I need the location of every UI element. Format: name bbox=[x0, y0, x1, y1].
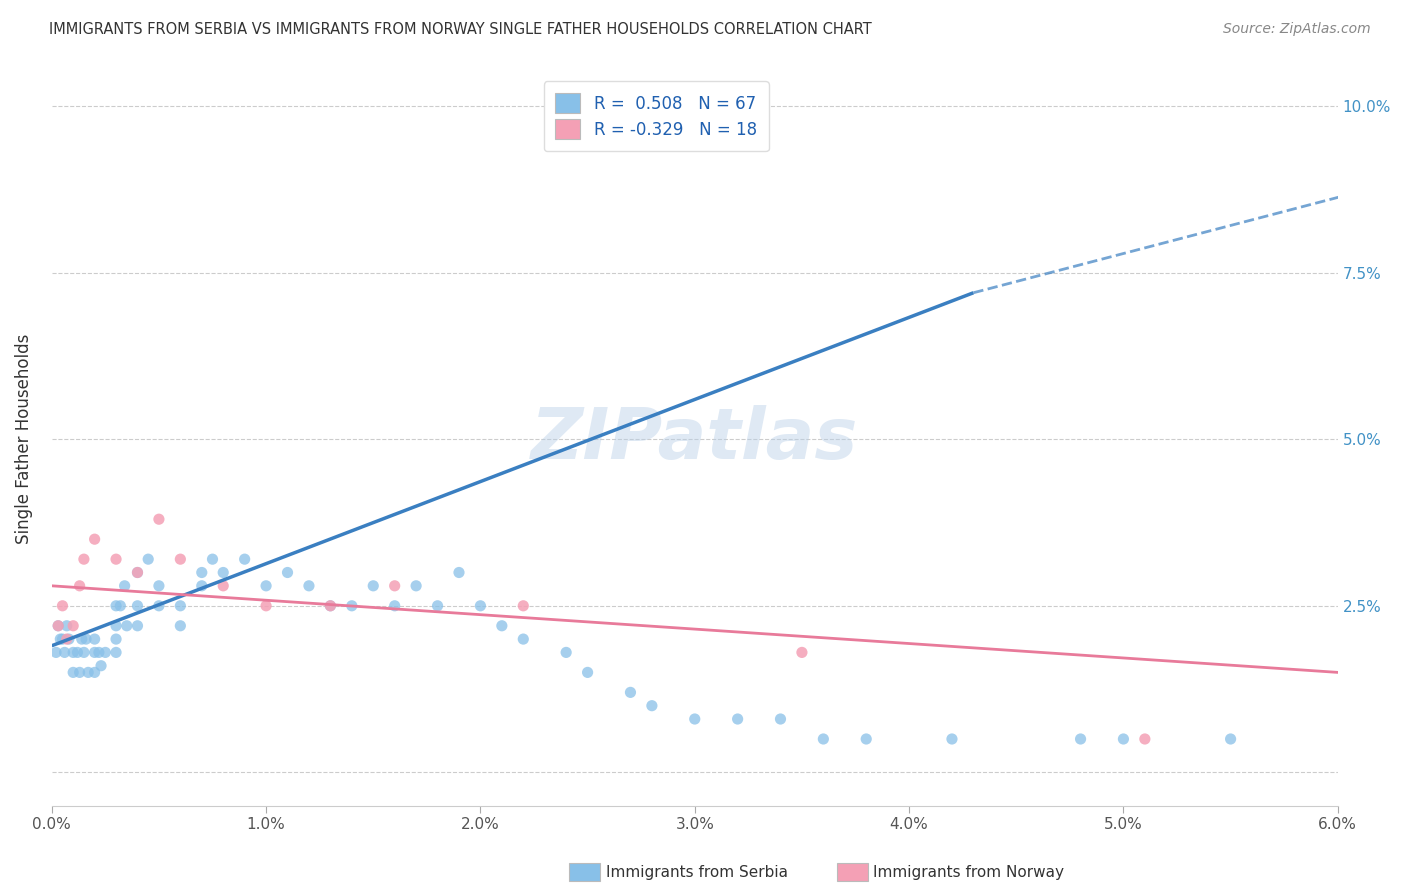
Point bbox=[384, 599, 406, 613]
Point bbox=[58, 632, 80, 646]
Text: ZIPatlas: ZIPatlas bbox=[531, 405, 859, 474]
Text: Source: ZipAtlas.com: Source: ZipAtlas.com bbox=[1223, 22, 1371, 37]
Point bbox=[426, 599, 449, 613]
Point bbox=[941, 731, 963, 746]
Point bbox=[127, 619, 149, 633]
Point bbox=[94, 645, 117, 659]
Point bbox=[127, 599, 149, 613]
Point bbox=[855, 731, 877, 746]
Point bbox=[51, 599, 73, 613]
Point bbox=[83, 645, 105, 659]
Point bbox=[49, 632, 72, 646]
Point bbox=[55, 619, 77, 633]
Y-axis label: Single Father Households: Single Father Households bbox=[15, 334, 32, 544]
Point bbox=[641, 698, 664, 713]
Point bbox=[69, 579, 91, 593]
Text: IMMIGRANTS FROM SERBIA VS IMMIGRANTS FROM NORWAY SINGLE FATHER HOUSEHOLDS CORREL: IMMIGRANTS FROM SERBIA VS IMMIGRANTS FRO… bbox=[49, 22, 872, 37]
Point bbox=[115, 619, 138, 633]
Point bbox=[83, 632, 105, 646]
Point bbox=[46, 619, 69, 633]
Point bbox=[276, 566, 298, 580]
Point bbox=[191, 579, 214, 593]
Point bbox=[405, 579, 427, 593]
Point bbox=[769, 712, 792, 726]
Point bbox=[683, 712, 706, 726]
Point bbox=[127, 566, 149, 580]
Point bbox=[512, 599, 534, 613]
Point bbox=[169, 552, 191, 566]
Point bbox=[62, 619, 84, 633]
Point bbox=[319, 599, 342, 613]
Point bbox=[45, 645, 67, 659]
Point bbox=[70, 632, 93, 646]
Point bbox=[470, 599, 492, 613]
Point bbox=[619, 685, 641, 699]
Point bbox=[169, 619, 191, 633]
Point bbox=[254, 599, 277, 613]
Point bbox=[191, 566, 214, 580]
Point bbox=[555, 645, 578, 659]
Point bbox=[77, 665, 100, 680]
Point bbox=[83, 532, 105, 546]
Point bbox=[576, 665, 599, 680]
Point bbox=[201, 552, 224, 566]
Point bbox=[384, 579, 406, 593]
Point bbox=[491, 619, 513, 633]
Point bbox=[148, 599, 170, 613]
Point bbox=[105, 632, 128, 646]
Point bbox=[83, 665, 105, 680]
Point bbox=[55, 632, 77, 646]
Point bbox=[69, 665, 91, 680]
Legend: R =  0.508   N = 67, R = -0.329   N = 18: R = 0.508 N = 67, R = -0.329 N = 18 bbox=[544, 81, 769, 151]
Point bbox=[73, 645, 96, 659]
Point bbox=[66, 645, 89, 659]
Point bbox=[1112, 731, 1135, 746]
Point bbox=[447, 566, 470, 580]
Point bbox=[298, 579, 321, 593]
Point bbox=[727, 712, 749, 726]
Point bbox=[110, 599, 132, 613]
Point bbox=[87, 645, 110, 659]
Point bbox=[1070, 731, 1092, 746]
Text: Immigrants from Norway: Immigrants from Norway bbox=[873, 865, 1064, 880]
Point bbox=[254, 579, 277, 593]
Point bbox=[790, 645, 813, 659]
Point bbox=[62, 665, 84, 680]
Point bbox=[148, 579, 170, 593]
Point bbox=[813, 731, 835, 746]
Point bbox=[46, 619, 69, 633]
Point bbox=[53, 645, 76, 659]
Point bbox=[233, 552, 256, 566]
Point bbox=[361, 579, 384, 593]
Point bbox=[1133, 731, 1156, 746]
Point bbox=[340, 599, 363, 613]
Point bbox=[319, 599, 342, 613]
Point bbox=[62, 645, 84, 659]
Point bbox=[212, 579, 235, 593]
Point bbox=[90, 658, 112, 673]
Point bbox=[105, 552, 128, 566]
Point bbox=[105, 619, 128, 633]
Point bbox=[73, 552, 96, 566]
Point bbox=[212, 566, 235, 580]
Point bbox=[105, 645, 128, 659]
Point bbox=[114, 579, 136, 593]
Point bbox=[75, 632, 97, 646]
Point bbox=[51, 632, 73, 646]
Point bbox=[127, 566, 149, 580]
Point bbox=[169, 599, 191, 613]
Point bbox=[136, 552, 159, 566]
Point bbox=[105, 599, 128, 613]
Point bbox=[1219, 731, 1241, 746]
Text: Immigrants from Serbia: Immigrants from Serbia bbox=[606, 865, 787, 880]
Point bbox=[148, 512, 170, 526]
Point bbox=[512, 632, 534, 646]
